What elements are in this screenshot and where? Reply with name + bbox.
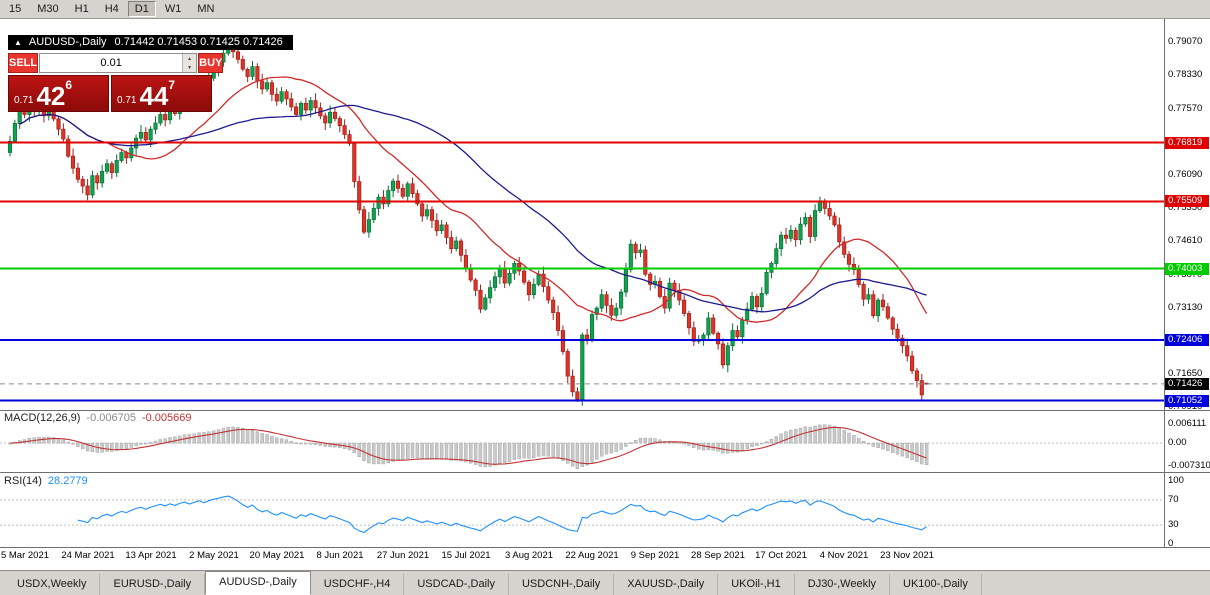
date-axis-label: 5 Mar 2021 <box>0 550 50 561</box>
date-axis-label: 13 Apr 2021 <box>125 550 177 561</box>
candles-group <box>7 42 929 406</box>
one-click-toggle-icon[interactable]: ▲ <box>14 38 22 47</box>
price-axis-label: 0.76090 <box>1168 169 1203 181</box>
lot-size-box: ▲ ▼ <box>39 53 198 73</box>
macd-axis-label: 0.006111 <box>1168 417 1207 429</box>
date-axis-label: 23 Nov 2021 <box>880 550 934 561</box>
timeframe-button-h4[interactable]: H4 <box>98 1 126 17</box>
lot-increase-button[interactable]: ▲ <box>183 54 197 63</box>
chart-window: ▲ AUDUSD-,Daily 0.71442 0.71453 0.71425 0.… <box>0 19 1210 570</box>
rsi-value: 28.2779 <box>47 475 88 487</box>
rsi-axis-label: 100 <box>1168 475 1184 486</box>
rsi-axis-label: 30 <box>1168 519 1179 531</box>
date-axis-label: 20 May 2021 <box>249 550 305 561</box>
price-axis-label: 0.75350 <box>1168 202 1203 214</box>
price-axis-label: 0.73130 <box>1168 301 1203 313</box>
buy-price-button[interactable]: 0.71 44 7 <box>111 75 212 112</box>
one-click-trading-panel: SELL ▲ ▼ BUY 0.71 42 6 0.71 <box>8 53 224 112</box>
date-axis-label: 8 Jun 2021 <box>316 550 364 561</box>
date-axis-label: 17 Oct 2021 <box>755 550 807 561</box>
timeframe-button-h1[interactable]: H1 <box>68 1 96 17</box>
price-axis-label: 0.77570 <box>1168 103 1203 115</box>
buy-price-big: 44 <box>139 81 169 111</box>
date-axis-label: 28 Sep 2021 <box>691 550 745 561</box>
rsi-axis-label: 70 <box>1168 493 1179 505</box>
price-axis-label: 0.71650 <box>1168 367 1203 379</box>
date-axis-label: 27 Jun 2021 <box>376 550 430 561</box>
timeframe-button-w1[interactable]: W1 <box>158 1 189 17</box>
lot-size-input[interactable] <box>40 54 183 72</box>
tab-audusd-daily[interactable]: AUDUSD-,Daily <box>205 571 311 595</box>
price-line-tag: 0.76819 <box>1165 136 1209 149</box>
date-axis-label: 9 Sep 2021 <box>630 550 680 561</box>
buy-button[interactable]: BUY <box>198 53 224 73</box>
price-axis-label: 0.79070 <box>1168 36 1203 47</box>
price-line-tag: 0.71052 <box>1165 394 1209 407</box>
current-price-tag: 0.71426 <box>1165 377 1209 390</box>
date-axis-label: 24 Mar 2021 <box>61 550 115 561</box>
rsi-indicator-label: RSI(14) 28.2779 <box>4 475 88 487</box>
lot-decrease-button[interactable]: ▼ <box>183 63 197 72</box>
tab-dj30-weekly[interactable]: DJ30-,Weekly <box>795 574 891 595</box>
symbol-title: AUDUSD-,Daily <box>28 36 107 48</box>
macd-axis-label: -0.007310 <box>1168 459 1210 471</box>
tab-uk100-daily[interactable]: UK100-,Daily <box>890 574 982 595</box>
sell-button[interactable]: SELL <box>8 53 39 73</box>
ohlc-values: 0.71442 0.71453 0.71425 0.71426 <box>114 36 283 48</box>
tab-eurusd-daily[interactable]: EURUSD-,Daily <box>100 574 206 595</box>
price-line-tag: 0.74003 <box>1165 262 1209 275</box>
chart-tab-bar: USDX,Weekly EURUSD-,Daily AUDUSD-,Daily USD… <box>0 570 1210 595</box>
ma-slow-line <box>19 104 927 313</box>
tab-ukoil-h1[interactable]: UKOil-,H1 <box>718 574 795 595</box>
buy-price-prefix: 0.71 <box>117 95 137 106</box>
rsi-name: RSI(14) <box>4 475 42 487</box>
macd-indicator-label: MACD(12,26,9) -0.006705 -0.005669 <box>4 412 192 424</box>
macd-histogram <box>8 424 929 469</box>
date-axis-label: 4 Nov 2021 <box>819 550 869 561</box>
tab-usdcad-daily[interactable]: USDCAD-,Daily <box>404 574 509 595</box>
buy-price-sup: 7 <box>168 78 176 92</box>
date-axis-label: 15 Jul 2021 <box>441 550 491 561</box>
macd-axis-label: 0.00 <box>1168 437 1187 449</box>
price-chart-canvas[interactable] <box>0 19 1210 570</box>
sell-price-button[interactable]: 0.71 42 6 <box>8 75 109 112</box>
price-axis-label: 0.74610 <box>1168 235 1203 247</box>
date-axis-label: 22 Aug 2021 <box>565 550 619 561</box>
timeframe-button-15[interactable]: 15 <box>2 1 28 17</box>
timeframe-toolbar: 15 M30 H1 H4 D1 W1 MN <box>0 0 1210 19</box>
price-line-tag: 0.72406 <box>1165 334 1209 347</box>
date-axis-label: 2 May 2021 <box>189 550 239 561</box>
date-axis-label: 3 Aug 2021 <box>504 550 554 561</box>
tab-usdchf-h4[interactable]: USDCHF-,H4 <box>311 574 405 595</box>
rsi-line <box>77 495 927 534</box>
rsi-axis-label: 0 <box>1168 538 1174 549</box>
ma-fast-line <box>19 76 928 323</box>
sell-price-prefix: 0.71 <box>14 95 34 106</box>
price-axis-label: 0.78330 <box>1168 69 1203 81</box>
chart-title-strip: ▲ AUDUSD-,Daily 0.71442 0.71453 0.71425 0.… <box>8 35 293 50</box>
sell-price-big: 42 <box>36 81 66 111</box>
macd-main-value: -0.006705 <box>86 412 136 424</box>
price-line-tag: 0.75509 <box>1165 195 1209 208</box>
timeframe-button-d1[interactable]: D1 <box>127 1 156 17</box>
tab-usdx-weekly[interactable]: USDX,Weekly <box>4 574 101 595</box>
sell-price-sup: 6 <box>65 78 73 92</box>
timeframe-button-m30[interactable]: M30 <box>30 1 65 17</box>
macd-signal-line <box>9 426 927 465</box>
tab-usdcnh-daily[interactable]: USDCNH-,Daily <box>509 574 615 595</box>
macd-signal-value: -0.005669 <box>141 412 192 424</box>
tab-xauusd-daily[interactable]: XAUUSD-,Daily <box>614 574 719 595</box>
timeframe-button-mn[interactable]: MN <box>190 1 221 17</box>
macd-name: MACD(12,26,9) <box>4 412 81 424</box>
